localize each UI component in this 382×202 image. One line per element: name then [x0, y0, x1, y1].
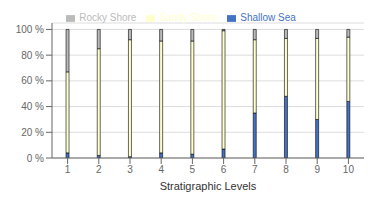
- svg-text:7: 7: [252, 164, 258, 175]
- svg-text:Stratigraphic Levels: Stratigraphic Levels: [160, 180, 257, 192]
- svg-text:20 %: 20 %: [21, 127, 44, 138]
- svg-text:10: 10: [343, 164, 355, 175]
- svg-text:9: 9: [314, 164, 320, 175]
- svg-text:80 %: 80 %: [21, 50, 44, 61]
- svg-text:60 %: 60 %: [21, 75, 44, 86]
- html-text:Shallow Sea: Shallow Sea: [240, 12, 296, 23]
- html-text:Sandy Shore: Sandy Shore: [159, 12, 218, 23]
- svg-text:1: 1: [65, 164, 71, 175]
- svg-text:5: 5: [190, 164, 196, 175]
- svg-text:40 %: 40 %: [21, 101, 44, 112]
- svg-text:0 %: 0 %: [27, 153, 44, 164]
- svg-text:6: 6: [221, 164, 227, 175]
- html-text:Rocky Shore: Rocky Shore: [79, 12, 137, 23]
- svg-text:100 %: 100 %: [16, 24, 44, 35]
- svg-text:4: 4: [158, 164, 164, 175]
- svg-text:8: 8: [283, 164, 289, 175]
- svg-text:2: 2: [96, 164, 102, 175]
- svg-text:3: 3: [127, 164, 133, 175]
